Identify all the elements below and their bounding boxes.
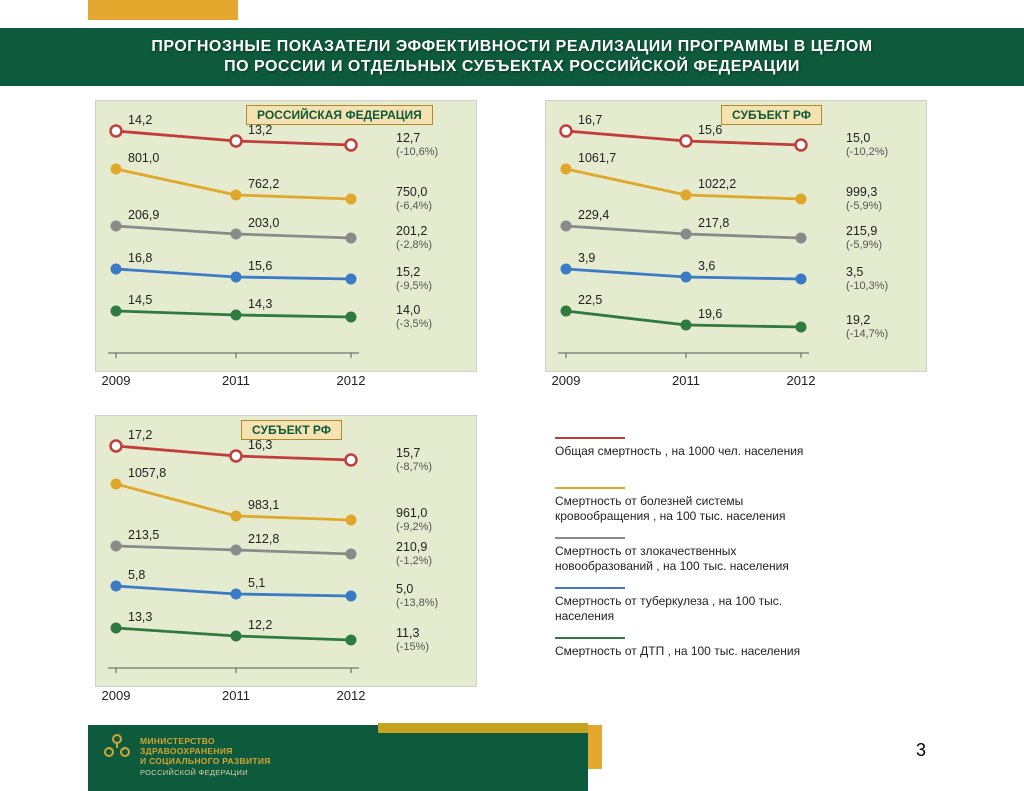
legend-swatch bbox=[555, 587, 625, 590]
legend-text: Смертность от болезней системы кровообра… bbox=[555, 494, 835, 524]
footer-accent2 bbox=[588, 725, 602, 769]
year-axis: 2009 2011 2012 bbox=[96, 688, 476, 706]
legend-text: Общая смертность , на 1000 чел. населени… bbox=[555, 444, 835, 459]
page-number: 3 bbox=[916, 740, 926, 761]
top-accent bbox=[88, 0, 238, 20]
year-tick-label: 2011 bbox=[222, 373, 250, 388]
legend-item: Смертность от туберкулеза , на 100 тыс. … bbox=[555, 580, 835, 624]
chart-svg bbox=[546, 101, 926, 371]
legend-text: Смертность от злокачественных новообразо… bbox=[555, 544, 835, 574]
year-axis: 2009 2011 2012 bbox=[546, 373, 926, 391]
legend-item: Смертность от болезней системы кровообра… bbox=[555, 480, 835, 524]
year-tick-label: 2009 bbox=[102, 688, 131, 703]
legend-text: Смертность от ДТП , на 100 тыс. населени… bbox=[555, 644, 835, 659]
chart-svg bbox=[96, 416, 476, 686]
year-tick-label: 2011 bbox=[672, 373, 700, 388]
chart-panel: РОССИЙСКАЯ ФЕДЕРАЦИЯ14,213,212,7(-10,6%)… bbox=[95, 100, 477, 372]
ministry-logo-icon bbox=[100, 730, 134, 764]
legend-swatch bbox=[555, 437, 625, 440]
title-line-2: ПО РОССИИ И ОТДЕЛЬНЫХ СУБЪЕКТАХ РОССИЙСК… bbox=[224, 58, 800, 75]
legend-swatch bbox=[555, 487, 625, 490]
chart-panel: СУБЪЕКТ РФ17,216,315,7(-8,7%)1057,8983,1… bbox=[95, 415, 477, 687]
legend-item: Смертность от злокачественных новообразо… bbox=[555, 530, 835, 574]
page-title: ПРОГНОЗНЫЕ ПОКАЗАТЕЛИ ЭФФЕКТИВНОСТИ РЕАЛ… bbox=[151, 37, 872, 77]
legend-swatch bbox=[555, 637, 625, 640]
ministry-line1: МИНИСТЕРСТВО bbox=[140, 736, 215, 746]
chart-panel: СУБЪЕКТ РФ16,715,615,0(-10,2%)1061,71022… bbox=[545, 100, 927, 372]
year-tick-label: 2009 bbox=[552, 373, 581, 388]
title-line-1: ПРОГНОЗНЫЕ ПОКАЗАТЕЛИ ЭФФЕКТИВНОСТИ РЕАЛ… bbox=[151, 38, 872, 55]
legend-swatch bbox=[555, 537, 625, 540]
footer-accent bbox=[378, 723, 588, 733]
ministry-text: МИНИСТЕРСТВО ЗДРАВООХРАНЕНИЯ И СОЦИАЛЬНО… bbox=[140, 736, 271, 777]
year-tick-label: 2012 bbox=[337, 373, 366, 388]
legend-text: Смертность от туберкулеза , на 100 тыс. … bbox=[555, 594, 835, 624]
ministry-line2: ЗДРАВООХРАНЕНИЯ bbox=[140, 746, 233, 756]
year-tick-label: 2009 bbox=[102, 373, 131, 388]
ministry-line4: РОССИЙСКОЙ ФЕДЕРАЦИИ bbox=[140, 768, 248, 777]
year-tick-label: 2011 bbox=[222, 688, 250, 703]
ministry-line3: И СОЦИАЛЬНОГО РАЗВИТИЯ bbox=[140, 756, 271, 766]
year-axis: 2009 2011 2012 bbox=[96, 373, 476, 391]
legend-item: Смертность от ДТП , на 100 тыс. населени… bbox=[555, 630, 835, 659]
legend-item: Общая смертность , на 1000 чел. населени… bbox=[555, 430, 835, 459]
year-tick-label: 2012 bbox=[787, 373, 816, 388]
chart-svg bbox=[96, 101, 476, 371]
title-band: ПРОГНОЗНЫЕ ПОКАЗАТЕЛИ ЭФФЕКТИВНОСТИ РЕАЛ… bbox=[0, 28, 1024, 86]
year-tick-label: 2012 bbox=[337, 688, 366, 703]
